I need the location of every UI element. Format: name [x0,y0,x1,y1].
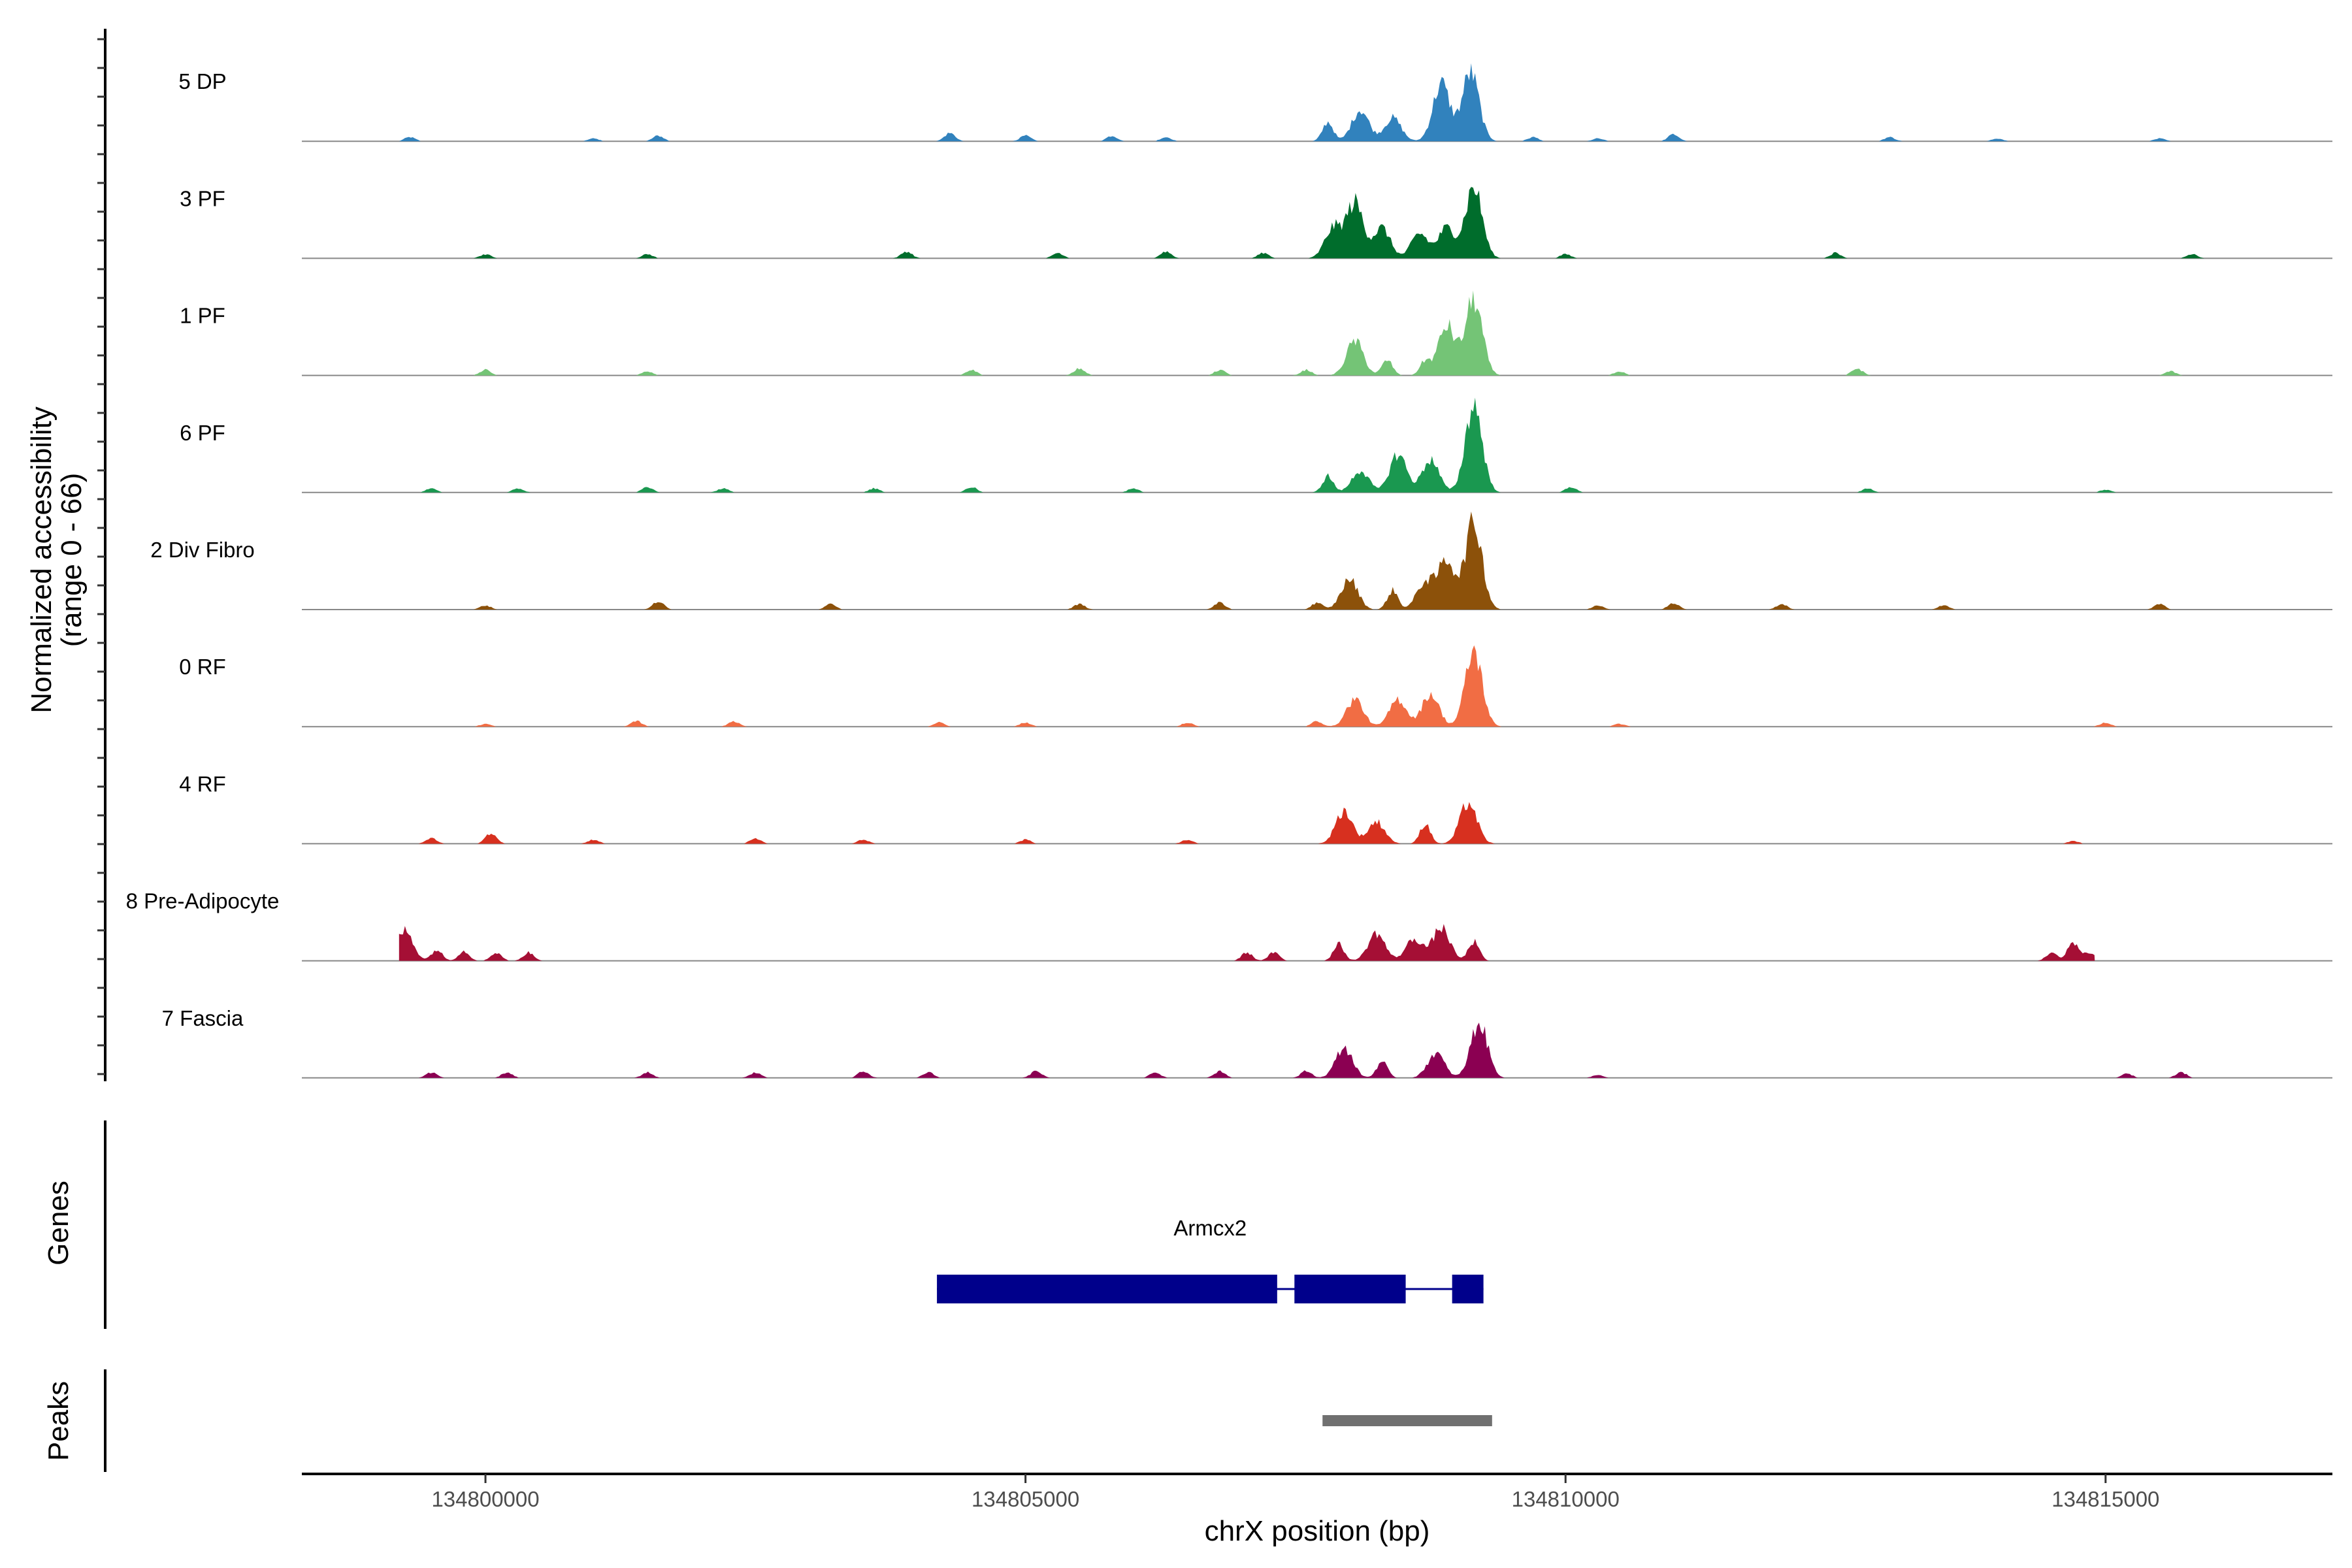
track-0: 5 DP [178,63,2332,142]
track-4: 2 Div Fibro [150,512,2332,610]
track-2: 1 PF [180,290,2332,376]
track-signal-area [399,63,2225,142]
gene-exon [1294,1275,1406,1303]
gene-exon [937,1275,1277,1303]
coverage-ylabel-line2: (range 0 - 66) [56,473,88,647]
track-signal-area [399,1022,2236,1078]
x-axis-ticks: 134800000 134805000 134810000 134815000 [431,1474,2159,1511]
peak-region-bar [1322,1415,1492,1426]
x-tick-label: 134810000 [1512,1487,1620,1511]
gene-name-label: Armcx2 [1173,1216,1247,1240]
track-6: 4 RF [179,772,2332,845]
coverage-y-ticks [97,38,105,1075]
track-label: 7 Fascia [162,1006,244,1030]
gene-model: Armcx2 [937,1216,1484,1303]
track-signal-area [399,924,2095,961]
x-tick-label: 134805000 [972,1487,1079,1511]
track-label: 2 Div Fibro [150,538,255,562]
track-5: 0 RF [179,645,2332,728]
track-signal-area [399,397,2214,493]
track-1: 3 PF [180,186,2332,259]
coverage-ylabel-line1: Normalized accessibility [25,406,57,713]
gene-exons [937,1275,1484,1303]
peak-regions [1322,1415,1492,1426]
coverage-tracks: 5 DP 3 PF 1 PF 6 PF 2 Div Fibro 0 RF 4 RF 8 Pre… [126,63,2332,1079]
track-signal-area [399,802,2236,844]
track-3: 6 PF [180,397,2332,493]
track-label: 3 PF [180,186,225,210]
gene-exon [1452,1275,1484,1303]
peaks-panel-label: Peaks [42,1381,74,1461]
x-axis-title: chrX position (bp) [1205,1515,1430,1547]
track-signal-area [399,290,2214,376]
track-label: 0 RF [179,655,226,679]
track-signal-area [410,645,2236,727]
track-label: 8 Pre-Adipocyte [126,889,280,913]
track-signal-area [399,187,2236,259]
track-label: 5 DP [178,69,226,93]
track-signal-area [399,512,2236,610]
genes-panel-label: Genes [42,1181,74,1266]
x-tick-label: 134815000 [2051,1487,2159,1511]
track-label: 6 PF [180,421,225,445]
track-7: 8 Pre-Adipocyte [126,889,2332,962]
track-label: 1 PF [180,304,225,328]
x-tick-label: 134800000 [431,1487,539,1511]
track-label: 4 RF [179,772,226,796]
track-8: 7 Fascia [162,1006,2332,1079]
